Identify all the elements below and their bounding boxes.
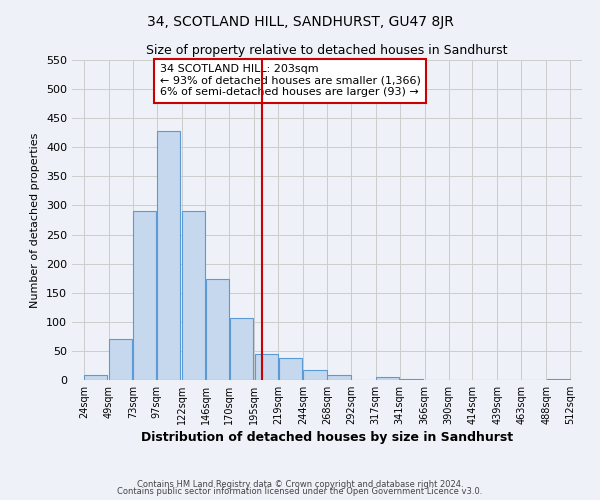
- Text: Contains public sector information licensed under the Open Government Licence v3: Contains public sector information licen…: [118, 488, 482, 496]
- Y-axis label: Number of detached properties: Number of detached properties: [31, 132, 40, 308]
- Bar: [230, 318, 253, 380]
- Bar: [547, 379, 569, 380]
- Bar: [254, 354, 278, 380]
- Bar: [304, 370, 326, 380]
- Bar: [109, 340, 133, 380]
- Bar: [182, 212, 205, 380]
- Bar: [133, 212, 156, 380]
- Title: Size of property relative to detached houses in Sandhurst: Size of property relative to detached ho…: [146, 44, 508, 58]
- Bar: [85, 376, 107, 380]
- Bar: [206, 280, 229, 380]
- Text: 34 SCOTLAND HILL: 203sqm
← 93% of detached houses are smaller (1,366)
6% of semi: 34 SCOTLAND HILL: 203sqm ← 93% of detach…: [160, 64, 421, 98]
- Text: Contains HM Land Registry data © Crown copyright and database right 2024.: Contains HM Land Registry data © Crown c…: [137, 480, 463, 489]
- Bar: [278, 358, 302, 380]
- Text: 34, SCOTLAND HILL, SANDHURST, GU47 8JR: 34, SCOTLAND HILL, SANDHURST, GU47 8JR: [146, 15, 454, 29]
- Bar: [157, 131, 180, 380]
- Bar: [376, 376, 400, 380]
- Bar: [328, 376, 350, 380]
- X-axis label: Distribution of detached houses by size in Sandhurst: Distribution of detached houses by size …: [141, 431, 513, 444]
